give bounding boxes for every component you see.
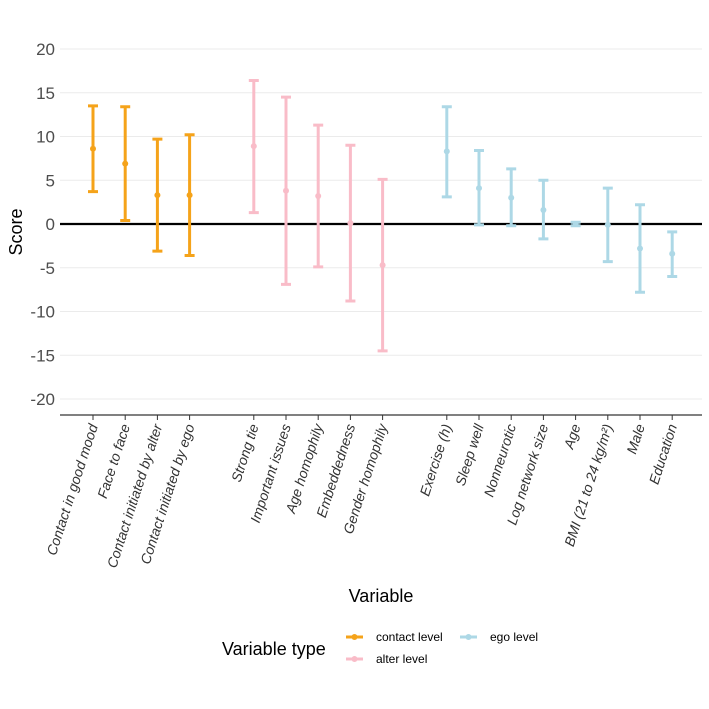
legend-key-point <box>465 634 472 640</box>
point-estimate <box>379 262 386 269</box>
point-estimate <box>443 148 450 155</box>
x-tick-label: Exercise (h) <box>416 422 454 498</box>
legend-label: contact level <box>376 630 443 644</box>
x-tick-label: Education <box>646 422 681 486</box>
point-estimate <box>476 185 482 192</box>
error-bar <box>152 137 163 253</box>
point-estimate <box>604 221 611 228</box>
legend: Variable type contact level alter level eg… <box>222 630 538 666</box>
point-estimate <box>540 207 547 213</box>
error-bar <box>184 133 195 257</box>
y-tick-label: -10 <box>30 303 55 322</box>
error-bar <box>667 230 678 278</box>
y-tick-label: 0 <box>46 215 55 234</box>
error-bar <box>570 220 581 228</box>
error-bar <box>377 177 388 353</box>
point-estimate <box>572 221 579 227</box>
error-bar <box>602 186 613 264</box>
error-bar <box>281 95 291 286</box>
x-tick-label: Strong tie <box>228 422 262 484</box>
y-tick-label: 5 <box>46 171 55 190</box>
error-bar <box>313 123 324 269</box>
point-estimate <box>186 192 193 199</box>
legend-item: ego level <box>460 630 538 644</box>
y-tick-label: 15 <box>36 84 55 103</box>
x-tick-label: Male <box>623 422 648 456</box>
error-bar <box>538 178 549 241</box>
y-tick-label: -15 <box>30 346 55 365</box>
x-tick-label: Nonneurotic <box>481 422 520 499</box>
legend-label: alter level <box>376 652 427 666</box>
x-tick-label: Face to face <box>94 422 133 500</box>
error-bar <box>506 167 517 228</box>
point-estimate <box>283 187 289 194</box>
y-axis-ticks: -20 -15 -10 -5 0 5 10 15 20 <box>30 40 55 409</box>
y-tick-label: 10 <box>36 128 55 147</box>
legend-key-point <box>351 634 358 640</box>
y-tick-label: -20 <box>30 390 55 409</box>
error-bar <box>345 143 356 303</box>
x-tick-label: Sleep well <box>452 421 487 487</box>
x-tick-label: Age <box>560 422 583 452</box>
legend-item: alter level <box>346 652 427 666</box>
error-bar <box>248 79 259 215</box>
legend-title: Variable type <box>222 639 326 659</box>
point-estimate <box>669 250 676 257</box>
point-estimate <box>154 192 161 199</box>
point-estimate <box>508 194 515 201</box>
x-axis-title: Variable <box>349 586 414 606</box>
point-estimate <box>315 193 322 199</box>
x-tick-label: Contact in good mood <box>43 421 101 557</box>
point-estimate <box>250 143 257 150</box>
legend-label: ego level <box>490 630 538 644</box>
error-bar <box>474 149 484 227</box>
error-bars <box>88 79 678 353</box>
error-bar <box>635 203 645 294</box>
point-estimate <box>637 245 643 252</box>
legend-key-point <box>351 656 358 662</box>
error-bar <box>88 104 98 194</box>
point-estimate <box>122 160 129 167</box>
point-estimate <box>347 220 354 227</box>
legend-item: contact level <box>346 630 443 644</box>
y-tick-label: -5 <box>40 259 55 278</box>
point-estimate <box>90 145 96 152</box>
y-tick-label: 20 <box>36 40 55 59</box>
error-bar <box>120 105 131 222</box>
y-axis-title: Score <box>6 208 26 255</box>
error-bar <box>441 105 452 199</box>
